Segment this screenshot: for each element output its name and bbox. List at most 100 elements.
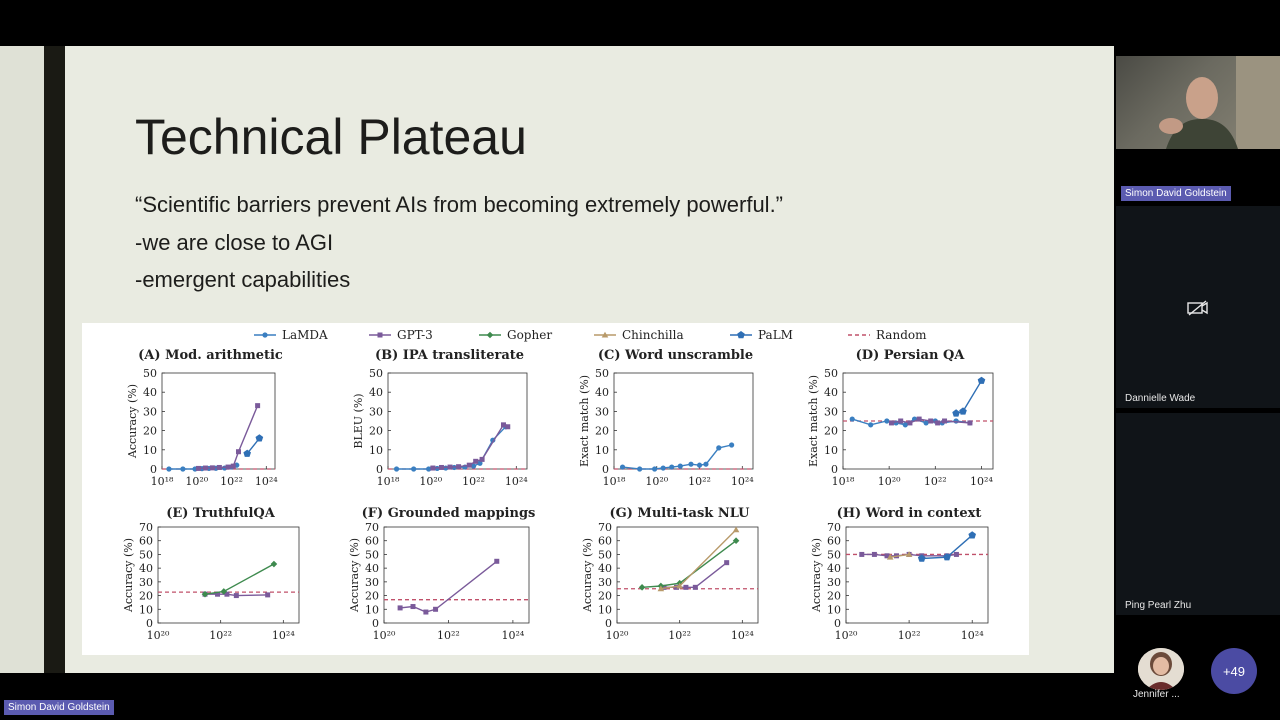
slide-title: Technical Plateau <box>135 109 527 165</box>
y-tick-label: 10 <box>139 603 153 616</box>
data-point-gpt-3 <box>916 416 922 422</box>
data-point-lamda <box>953 418 959 424</box>
x-tick-label: 10²² <box>220 475 243 488</box>
y-tick-label: 40 <box>369 386 383 399</box>
data-point-palm <box>952 409 960 417</box>
panel-title: (H) Word in context <box>837 506 982 521</box>
chart-panel-4: (D) Persian QA 0 10 20 30 40 50 10¹⁸ 10²⁰ 10²² 10²… <box>807 348 993 488</box>
y-tick-label: 0 <box>372 617 379 630</box>
data-point-gpt-3 <box>859 551 865 557</box>
participant-tile-ping[interactable]: Ping Pearl Zhu <box>1116 413 1280 615</box>
y-tick-label: 10 <box>827 603 841 616</box>
data-point-lamda <box>849 416 855 422</box>
y-axis-label: Accuracy (%) <box>126 384 139 459</box>
emergent-abilities-figure: LaMDA GPT-3 Gopher Chinchilla PaLM Random (A) … <box>82 323 1029 655</box>
y-tick-label: 10 <box>369 444 383 457</box>
y-tick-label: 10 <box>143 444 157 457</box>
y-tick-label: 70 <box>827 521 841 534</box>
x-tick-label: 10²⁴ <box>961 629 984 642</box>
y-tick-label: 30 <box>369 405 383 418</box>
data-point-lamda <box>166 466 172 472</box>
y-tick-label: 30 <box>598 576 612 589</box>
x-tick-label: 10²² <box>898 629 921 642</box>
y-tick-label: 20 <box>598 590 612 603</box>
legend-marker-gpt-3 <box>377 332 383 338</box>
x-tick-label: 10²² <box>688 475 711 488</box>
series-line-gpt-3 <box>198 405 259 470</box>
legend-label-random: Random <box>876 328 927 342</box>
y-tick-label: 50 <box>143 367 157 380</box>
participant-tile-dannielle[interactable]: Dannielle Wade <box>1116 206 1280 408</box>
avatar[interactable] <box>1138 648 1184 690</box>
y-tick-label: 50 <box>595 367 609 380</box>
data-point-gpt-3 <box>235 449 241 455</box>
y-tick-label: 30 <box>365 576 379 589</box>
x-tick-label: 10¹⁸ <box>832 475 855 488</box>
more-participants-button[interactable]: +49 <box>1211 648 1257 694</box>
data-point-lamda <box>619 464 626 470</box>
data-point-lamda <box>677 463 683 469</box>
legend-label-chinchilla: Chinchilla <box>622 328 684 342</box>
y-tick-label: 70 <box>365 521 379 534</box>
panel-frame <box>161 372 276 470</box>
legend-label-palm: PaLM <box>758 328 793 342</box>
data-point-gpt-3 <box>967 420 973 426</box>
panel-frame <box>845 526 989 624</box>
data-point-palm <box>917 554 926 562</box>
panel-title: (D) Persian QA <box>856 348 966 363</box>
y-tick-label: 20 <box>365 590 379 603</box>
data-point-gpt-3 <box>202 465 208 471</box>
data-point-lamda <box>884 418 890 424</box>
data-point-gpt-3 <box>935 420 941 426</box>
y-tick-label: 0 <box>150 463 157 476</box>
data-point-lamda <box>902 422 908 428</box>
x-tick-label: 10²⁰ <box>185 475 208 488</box>
data-point-gpt-3 <box>898 418 904 424</box>
y-axis-label: BLEU (%) <box>352 393 365 448</box>
data-point-palm <box>977 376 986 384</box>
data-point-gpt-3 <box>953 551 959 557</box>
data-point-gpt-3 <box>225 464 231 470</box>
participant-name-ping: Ping Pearl Zhu <box>1125 600 1192 611</box>
y-tick-label: 20 <box>595 425 609 438</box>
data-point-gpt-3 <box>683 584 689 590</box>
x-tick-label: 10²² <box>924 475 947 488</box>
y-tick-label: 0 <box>602 463 609 476</box>
x-tick-label: 10²² <box>209 629 232 642</box>
data-point-gpt-3 <box>500 422 506 428</box>
data-point-gpt-3 <box>423 609 429 615</box>
panel-title: (G) Multi-task NLU <box>610 506 751 521</box>
y-tick-label: 30 <box>143 405 157 418</box>
y-tick-label: 30 <box>139 576 153 589</box>
y-axis-label: Accuracy (%) <box>348 538 361 613</box>
y-tick-label: 0 <box>146 617 153 630</box>
data-point-gpt-3 <box>661 584 667 590</box>
y-tick-label: 30 <box>827 576 841 589</box>
data-point-palm <box>255 434 264 442</box>
data-point-gpt-3 <box>928 418 934 424</box>
legend-label-lamda: LaMDA <box>282 328 328 342</box>
y-tick-label: 50 <box>139 548 153 561</box>
legend-marker-gopher <box>486 331 494 339</box>
data-point-lamda <box>426 466 432 472</box>
y-tick-label: 0 <box>605 617 612 630</box>
y-axis-label: Accuracy (%) <box>122 538 135 613</box>
speaker-tile[interactable] <box>1116 56 1280 149</box>
data-point-lamda <box>696 462 703 468</box>
participants-panel: Simon David Goldstein Dannielle Wade Pin… <box>1116 56 1280 720</box>
data-point-lamda <box>411 466 417 472</box>
panel-frame <box>383 526 530 624</box>
data-point-gpt-3 <box>265 592 271 598</box>
data-point-gpt-3 <box>505 424 511 430</box>
series-line-chinchilla <box>660 529 737 590</box>
chart-panel-2: (B) IPA transliterate 0 10 20 30 40 50 10¹⁸ 10²⁰… <box>352 348 528 488</box>
camera-off-icon <box>1187 300 1209 321</box>
legend-label-gpt-3: GPT-3 <box>397 328 433 342</box>
data-point-gopher <box>270 560 278 568</box>
y-tick-label: 70 <box>139 521 153 534</box>
data-point-palm <box>968 531 976 539</box>
slide-left-strip <box>0 46 44 673</box>
chart-panel-3: (C) Word unscramble 0 10 20 30 40 50 10¹⁸ 10²⁰ 10… <box>578 348 754 488</box>
